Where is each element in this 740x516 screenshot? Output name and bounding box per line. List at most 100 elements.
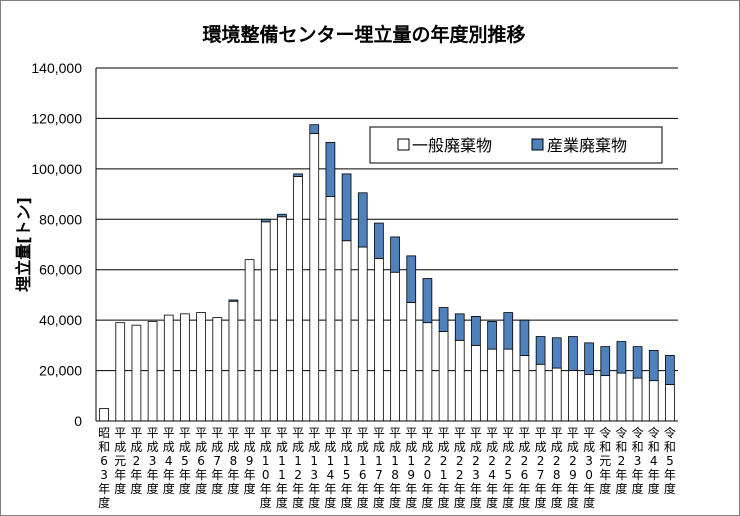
x-tick-char: 年 [470,482,482,496]
x-tick-char: 1 [278,454,286,468]
x-tick-char: 2 [537,454,545,468]
y-tick-label: 40,000 [39,312,82,328]
bar-industrial-waste [535,336,546,365]
x-tick-char: 成 [551,440,563,454]
legend-swatch-general-waste [397,138,410,151]
y-tick-label: 100,000 [31,161,82,177]
x-tick-char: 年 [389,482,401,496]
x-tick-char: 5 [504,468,512,482]
x-tick-char: 成 [308,440,320,454]
x-tick-char: 平 [502,426,514,440]
x-tick-char: 年 [502,482,514,496]
legend-swatch-industrial-waste [531,138,544,151]
x-tick-char: 2 [488,454,496,468]
x-tick-char: 平 [405,426,417,440]
x-tick-char: 8 [553,468,561,482]
x-tick-char: 2 [424,454,432,468]
bar-industrial-waste [228,299,239,302]
x-tick-char: 年 [405,482,417,496]
bar-general-waste [406,302,417,422]
x-tick-char: 和 [632,440,644,454]
bar-general-waste [616,372,627,422]
bar-industrial-waste [471,315,481,346]
x-tick-char: 1 [359,454,367,468]
bar-industrial-waste [519,319,530,356]
bar-general-waste [180,313,190,422]
x-tick-char: 年 [276,482,288,496]
x-tick-char: 8 [230,454,238,468]
x-tick-char: 度 [632,481,644,496]
x-tick-char: 2 [294,468,302,482]
x-tick-char: 2 [456,454,464,468]
x-tick-char: 成 [567,440,579,454]
x-tick-char: 平 [438,426,450,440]
x-tick-char: 年 [260,482,272,496]
x-tick-char: 4 [165,454,173,468]
x-tick-char: 年 [373,482,385,496]
x-tick-char: 2 [553,454,561,468]
x-tick-char: 年 [244,468,256,482]
x-tick-char: 度 [470,495,482,510]
x-tick-char: 9 [407,468,415,482]
x-tick-char: 令 [615,425,627,440]
x-tick-char: 年 [615,468,627,482]
x-tick-char: 年 [438,482,450,496]
y-tick-label: 60,000 [39,262,82,278]
x-tick-char: 度 [292,495,304,510]
x-tick-char: 平 [341,426,353,440]
bar-general-waste [115,322,126,422]
bar-industrial-waste [600,346,611,377]
x-tick-char: 年 [324,482,336,496]
x-tick-char: 平 [227,426,239,440]
x-tick-char: 平 [454,426,466,440]
bar-general-waste [341,240,352,422]
x-tick-char: 令 [632,425,644,440]
x-tick-char: 度 [502,495,514,510]
x-tick-char: 2 [133,454,141,468]
y-tick-labels: 0 20,000 40,000 60,000 80,000 100,000 120,000 1… [31,60,82,429]
bar-industrial-waste [438,307,449,332]
x-tick-char: 平 [551,426,563,440]
x-tick-char: 1 [407,454,415,468]
x-tick-char: 平 [276,426,288,440]
x-tick-char: 年 [599,468,611,482]
bar-industrial-waste [374,222,384,259]
x-tick-char: 度 [583,495,595,510]
x-tick-char: 度 [421,495,433,510]
x-tick-char: 年 [195,468,207,482]
x-tick-char: 度 [518,495,530,510]
x-tick-char: 昭 [98,426,110,440]
x-tick-char: 度 [567,495,579,510]
x-tick-char: 成 [130,440,142,454]
x-tick-char: 平 [373,426,385,440]
x-tick-char: 令 [599,425,611,440]
bar-general-waste [600,375,611,422]
x-tick-char: 成 [195,440,207,454]
x-tick-char: 度 [648,481,660,496]
x-tick-char: 成 [438,440,450,454]
x-tick-char: 平 [567,426,579,440]
x-tick-char: 8 [391,468,399,482]
x-tick-char: 成 [502,440,514,454]
bar-general-waste [277,216,287,422]
x-tick-char: 年 [535,482,547,496]
x-tick-char: 2 [456,468,464,482]
bar-industrial-waste [632,346,643,379]
x-tick-char: 平 [535,426,547,440]
x-tick-char: 7 [213,454,221,468]
x-tick-char: 5 [666,454,674,468]
x-tick-char: 度 [147,481,159,496]
x-tick-char: 年 [130,468,142,482]
